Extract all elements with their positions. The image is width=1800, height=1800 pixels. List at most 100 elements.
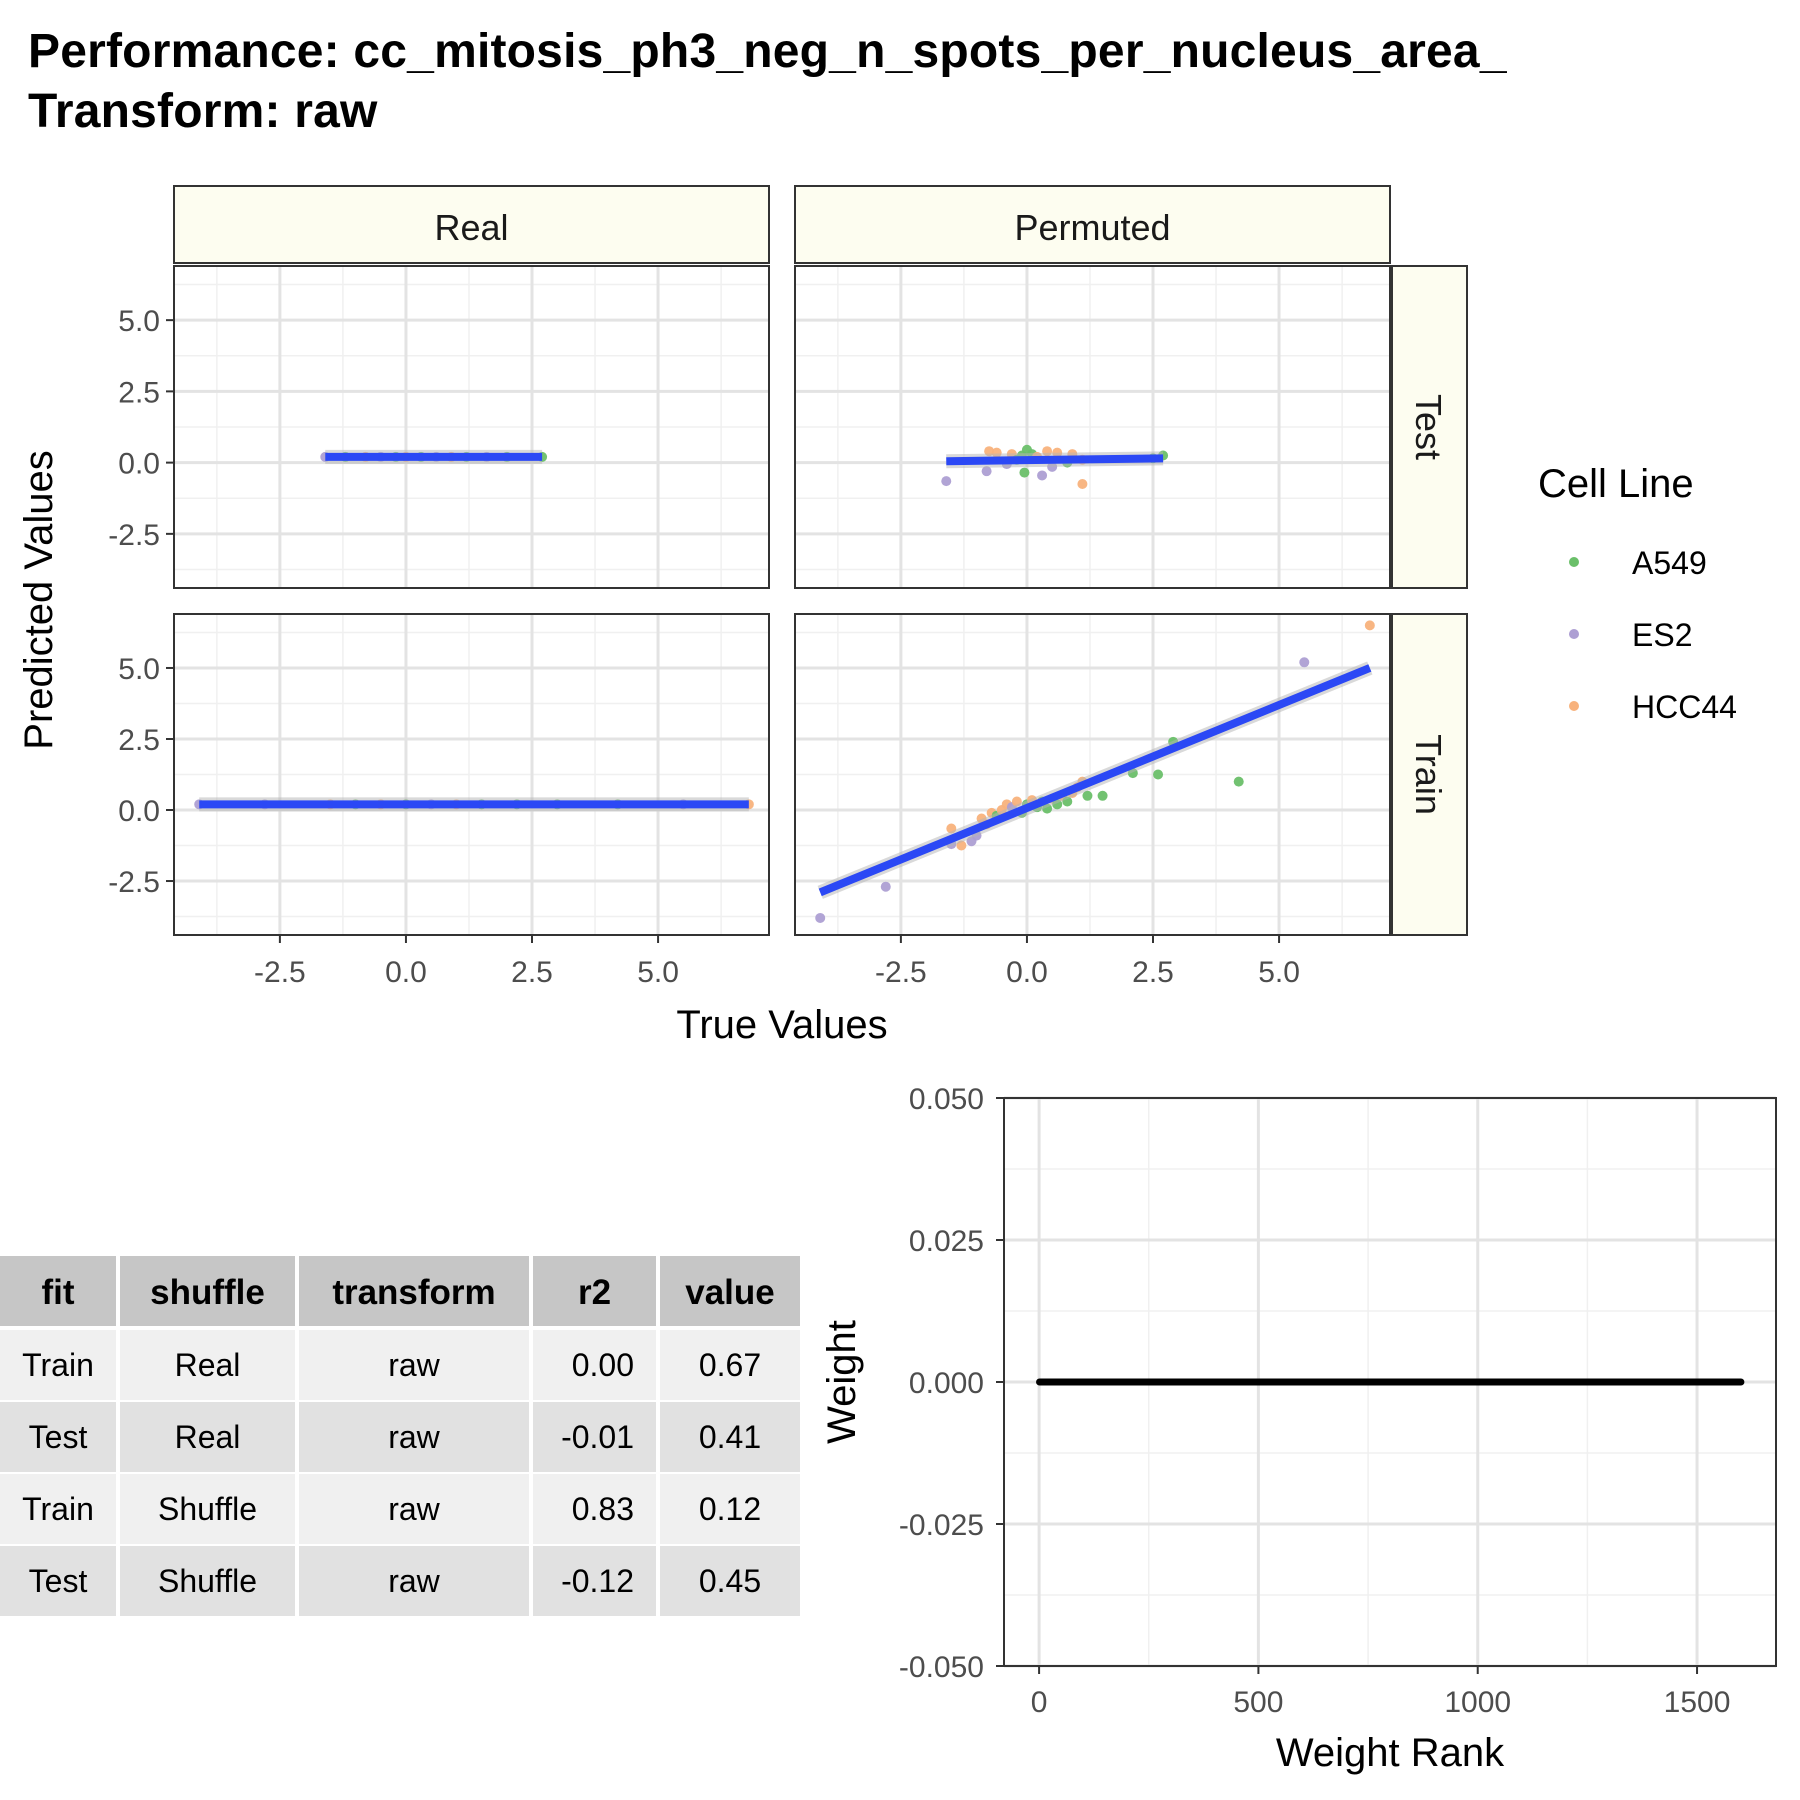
- panel-border: [794, 613, 1391, 936]
- x-tick-label: 5.0: [637, 956, 679, 989]
- facet-panel-permuted-test: [795, 266, 1390, 588]
- strip-real: [173, 185, 770, 264]
- strip-label-permuted: Permuted: [1014, 207, 1170, 248]
- table-cell-bg: [660, 1474, 800, 1544]
- table-header-transform: transform: [332, 1273, 495, 1312]
- legend-key-a549: [1569, 557, 1579, 567]
- table-cell-value: 0.67: [699, 1347, 761, 1383]
- data-point-a549: [1097, 790, 1108, 801]
- x-tick-label: -2.5: [875, 956, 927, 989]
- facet-data-real-test: [320, 449, 548, 464]
- x-axis-title: True Values: [676, 1003, 887, 1047]
- x-tick-label: 5.0: [1258, 956, 1300, 989]
- table-cell-fit: Train: [22, 1491, 94, 1527]
- chart-title-line2: Transform: raw: [28, 85, 378, 138]
- table-header-cell: [0, 1256, 116, 1326]
- facet-panel-real-train: [174, 614, 769, 935]
- y-tick-label: 0.0: [118, 448, 160, 481]
- y-tick-label: 5.0: [118, 305, 160, 338]
- table-cell-bg: [533, 1330, 656, 1400]
- strip-train: [1391, 613, 1468, 936]
- results-table: fit shuffle transform r2 value Train Real raw 0.…: [0, 1256, 800, 1616]
- chart-title-line1: Performance: cc_mitosis_ph3_neg_n_spots_…: [28, 25, 1507, 78]
- legend-key-es2: [1569, 629, 1579, 639]
- y-axis-title: Weight: [820, 1320, 864, 1444]
- table-cell-fit: Test: [29, 1563, 88, 1599]
- legend-label-hcc44: HCC44: [1632, 689, 1737, 725]
- facet-data-permuted-test: [941, 444, 1169, 489]
- table-cell-bg: [120, 1330, 295, 1400]
- x-tick-label: 1500: [1664, 1686, 1731, 1719]
- table-header-cell: [533, 1256, 656, 1326]
- y-tick-label: -0.050: [899, 1651, 984, 1684]
- table-header-fit: fit: [41, 1273, 74, 1312]
- x-tick-label: -2.5: [254, 956, 306, 989]
- facet-data-real-train: [194, 797, 754, 812]
- x-tick-label: 2.5: [511, 956, 553, 989]
- table-row: Test Shuffle raw -0.12 0.45: [0, 1546, 800, 1616]
- data-point-a549: [1233, 776, 1244, 787]
- table-cell-transform: raw: [388, 1563, 440, 1599]
- facet-panel-real-test: [174, 266, 769, 588]
- table-header-r2: r2: [578, 1273, 611, 1312]
- strip-label-test: Test: [1408, 394, 1449, 460]
- table-cell-shuffle: Shuffle: [158, 1491, 257, 1527]
- strip-permuted: [794, 185, 1391, 264]
- facet-panel-permuted-train: [795, 614, 1390, 935]
- table-cell-bg: [299, 1546, 529, 1616]
- x-axis-title: Weight Rank: [1276, 1731, 1505, 1775]
- data-point-es2: [815, 912, 826, 923]
- table-cell-value: 0.45: [699, 1563, 761, 1599]
- data-point-es2: [880, 881, 891, 892]
- y-tick-label: -2.5: [108, 519, 160, 552]
- table-cell-transform: raw: [388, 1347, 440, 1383]
- table-cell-bg: [120, 1546, 295, 1616]
- x-tick-label: 1000: [1444, 1686, 1511, 1719]
- table-cell-bg: [0, 1474, 116, 1544]
- legend-title: Cell Line: [1538, 462, 1694, 506]
- weight-plot: 0.050 0.025 0.000 -0.025 -0.050 0 500 1000 1500 W…: [820, 1083, 1777, 1775]
- table-cell-bg: [120, 1474, 295, 1544]
- table-cell-bg: [533, 1402, 656, 1472]
- table-row: Train Shuffle raw 0.83 0.12: [0, 1474, 800, 1544]
- table-cell-bg: [0, 1402, 116, 1472]
- strip-test: [1391, 265, 1468, 589]
- table-cell-r2: 0.00: [572, 1347, 634, 1383]
- y-tick-label: -0.025: [899, 1509, 984, 1542]
- table-cell-bg: [660, 1546, 800, 1616]
- table-cell-bg: [533, 1546, 656, 1616]
- table-cell-bg: [0, 1330, 116, 1400]
- y-tick-label: 2.5: [118, 376, 160, 409]
- table-header-cell: [120, 1256, 295, 1326]
- table-cell-bg: [660, 1402, 800, 1472]
- y-tick-label: 0.0: [118, 795, 160, 828]
- table-cell-bg: [299, 1330, 529, 1400]
- table-header-cell: [299, 1256, 529, 1326]
- legend-label-a549: A549: [1632, 545, 1707, 581]
- table-cell-transform: raw: [388, 1491, 440, 1527]
- x-tick-label: 0: [1031, 1686, 1048, 1719]
- table-cell-bg: [0, 1546, 116, 1616]
- fit-line: [946, 454, 1164, 466]
- data-point-hcc44: [1077, 478, 1088, 489]
- y-tick-label: 2.5: [118, 724, 160, 757]
- data-point-es2: [1037, 470, 1048, 481]
- y-tick-label: 0.050: [909, 1083, 984, 1116]
- table-cell-shuffle: Shuffle: [158, 1563, 257, 1599]
- table-row: Test Real raw -0.01 0.41: [0, 1402, 800, 1472]
- facet-data-permuted-train: [815, 620, 1375, 923]
- data-point-es2: [1299, 657, 1310, 668]
- data-point-a549: [1153, 769, 1164, 780]
- data-point-es2: [941, 476, 952, 487]
- data-point-a549: [1019, 467, 1030, 478]
- data-point-a549: [1082, 790, 1093, 801]
- y-axis-title: Predicted Values: [17, 450, 61, 749]
- y-tick-label: 0.025: [909, 1225, 984, 1258]
- table-cell-r2: -0.01: [561, 1419, 634, 1455]
- table-cell-r2: 0.83: [572, 1491, 634, 1527]
- x-tick-label: 2.5: [1132, 956, 1174, 989]
- fit-line: [818, 664, 1372, 897]
- table-cell-r2: -0.12: [561, 1563, 634, 1599]
- legend-key-hcc44: [1569, 701, 1579, 711]
